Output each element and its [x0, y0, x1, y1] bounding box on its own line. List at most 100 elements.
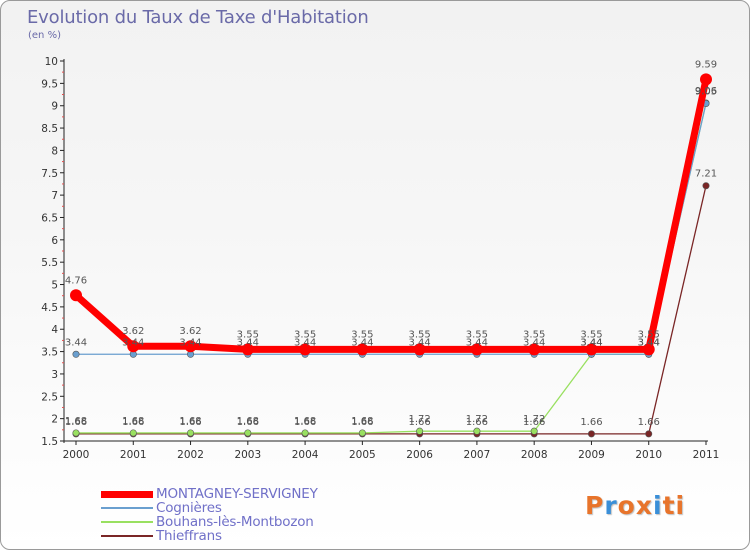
data-label: 1.68: [65, 416, 87, 427]
y-tick-label: 3: [51, 369, 58, 381]
data-label: 3.55: [294, 329, 316, 340]
data-point: [72, 350, 80, 358]
data-label: 1.72: [523, 414, 545, 425]
data-point: [299, 343, 312, 356]
data-label: 3.62: [122, 326, 144, 337]
data-label: 3.62: [179, 326, 201, 337]
y-tick-label: 6.5: [41, 212, 58, 224]
y-tick-label: 8: [51, 145, 58, 157]
y-tick-label: 4: [51, 324, 58, 336]
legend-swatch: [101, 490, 153, 498]
data-point: [244, 429, 252, 437]
data-point: [301, 429, 309, 437]
data-label: 9.06: [695, 86, 717, 97]
data-label: 3.55: [638, 329, 660, 340]
data-label: 3.44: [523, 337, 545, 348]
x-tick-label: 2006: [406, 449, 433, 461]
proxiti-logo: Proxiti: [585, 491, 686, 520]
data-label: 3.44: [638, 337, 660, 348]
data-point: [700, 73, 712, 86]
y-tick-label: 5: [51, 280, 58, 292]
data-label: 1.66: [580, 417, 602, 428]
data-point: [184, 340, 197, 353]
data-point: [587, 430, 595, 438]
data-point: [416, 427, 424, 435]
x-tick-label: 2000: [63, 449, 90, 461]
y-tick-label: 6: [51, 235, 58, 247]
data-label: 9.59: [695, 59, 717, 70]
data-label: 1.68: [179, 416, 201, 427]
chart-title: Evolution du Taux de Taxe d'Habitation: [27, 7, 369, 28]
data-label: 1.66: [523, 417, 545, 428]
data-label: 3.44: [179, 337, 201, 348]
data-label: 1.66: [351, 417, 373, 428]
data-label: 1.72: [466, 414, 488, 425]
data-label: 1.68: [237, 416, 259, 427]
legend-swatch: [101, 521, 153, 523]
data-label: 7.21: [695, 169, 717, 180]
y-tick-label: 3.5: [41, 347, 58, 359]
series-line: [76, 102, 707, 434]
y-tick-label: 9.5: [41, 78, 58, 90]
legend-label: Cognières: [156, 500, 222, 516]
x-tick-label: 2008: [521, 449, 548, 461]
data-label: 3.44: [294, 337, 316, 348]
data-label: 1.66: [237, 417, 259, 428]
series-line: [76, 103, 707, 355]
data-label: 1.66: [179, 417, 201, 428]
y-tick-label: 10: [45, 56, 58, 68]
data-point: [72, 429, 80, 437]
data-point: [642, 343, 655, 356]
series-line: [76, 185, 707, 435]
x-tick-label: 2011: [693, 449, 720, 461]
data-label: 3.44: [65, 337, 87, 348]
data-label: 1.66: [466, 417, 488, 428]
data-point: [70, 289, 82, 302]
data-label: 3.44: [580, 337, 602, 348]
data-label: 1.66: [638, 417, 660, 428]
data-point: [528, 343, 541, 356]
data-point: [530, 427, 538, 435]
data-label: 3.55: [580, 329, 602, 340]
series-line: [73, 78, 710, 353]
data-label: 1.68: [351, 416, 373, 427]
y-tick-label: 7.5: [41, 168, 58, 180]
data-label: 3.44: [466, 337, 488, 348]
data-label: 1.72: [409, 414, 431, 425]
data-label: 3.44: [580, 337, 602, 348]
data-label: 1.68: [294, 416, 316, 427]
data-label: 3.55: [351, 329, 373, 340]
data-label: 3.55: [409, 329, 431, 340]
x-tick-label: 2002: [177, 449, 204, 461]
data-label: 3.55: [237, 329, 259, 340]
data-point: [413, 343, 426, 356]
y-tick-label: 9: [51, 101, 58, 113]
data-label: 1.66: [65, 417, 87, 428]
data-label: 4.76: [65, 275, 87, 286]
x-tick-label: 2010: [635, 449, 662, 461]
y-tick-label: 2: [51, 414, 58, 426]
data-point: [585, 343, 598, 356]
data-point: [356, 343, 369, 356]
x-tick-label: 2004: [292, 449, 319, 461]
y-tick-label: 8.5: [41, 123, 58, 135]
data-label: 1.66: [409, 417, 431, 428]
legend-label: Thieffrans: [156, 528, 222, 544]
data-label: 3.44: [122, 337, 144, 348]
data-point: [358, 429, 366, 437]
y-tick-label: 7: [51, 190, 58, 202]
data-label: 3.44: [351, 337, 373, 348]
legend-label: MONTAGNEY-SERVIGNEY: [156, 486, 318, 502]
data-label: 1.66: [294, 417, 316, 428]
data-label: 1.68: [122, 416, 144, 427]
y-tick-label: 1.5: [41, 436, 58, 448]
y-tick-label: 2.5: [41, 391, 58, 403]
x-tick-label: 2007: [464, 449, 491, 461]
y-tick-label: 5.5: [41, 257, 58, 269]
data-label: 3.44: [409, 337, 431, 348]
legend-swatch: [101, 507, 153, 509]
data-label: 3.55: [466, 329, 488, 340]
data-point: [241, 343, 254, 356]
data-label: 3.44: [237, 337, 259, 348]
